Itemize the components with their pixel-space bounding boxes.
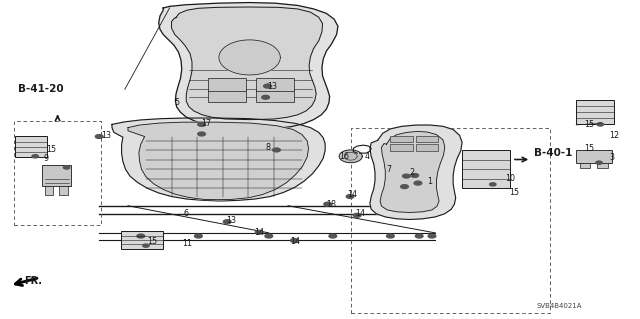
Text: 14: 14 — [355, 209, 365, 218]
Bar — [42, 165, 70, 186]
Bar — [576, 100, 614, 123]
Circle shape — [597, 123, 604, 126]
Circle shape — [198, 132, 205, 136]
Circle shape — [291, 239, 298, 242]
Circle shape — [353, 213, 361, 217]
Text: 15: 15 — [584, 120, 594, 129]
Text: 10: 10 — [506, 174, 516, 183]
Circle shape — [32, 155, 38, 158]
Circle shape — [265, 234, 273, 238]
Text: 2: 2 — [410, 168, 415, 177]
Bar — [59, 186, 68, 195]
Circle shape — [401, 185, 408, 189]
Circle shape — [264, 84, 271, 88]
Circle shape — [137, 234, 145, 238]
Polygon shape — [112, 118, 325, 201]
Text: 15: 15 — [509, 189, 519, 197]
Bar — [256, 78, 294, 91]
Bar — [208, 89, 246, 102]
Circle shape — [143, 244, 149, 247]
Circle shape — [329, 234, 337, 238]
Text: 18: 18 — [326, 200, 337, 209]
Polygon shape — [159, 3, 338, 129]
Polygon shape — [370, 125, 462, 219]
Bar — [416, 144, 438, 151]
Circle shape — [273, 148, 280, 152]
Circle shape — [95, 135, 103, 138]
Text: 11: 11 — [182, 239, 193, 248]
Bar — [45, 186, 54, 195]
Circle shape — [324, 202, 332, 206]
Bar — [463, 150, 511, 188]
Text: 12: 12 — [609, 131, 620, 140]
Circle shape — [414, 181, 422, 185]
Text: 7: 7 — [387, 165, 392, 174]
Circle shape — [428, 234, 436, 238]
Bar — [256, 89, 294, 102]
Text: 16: 16 — [339, 152, 349, 161]
Text: 13: 13 — [268, 82, 278, 91]
Bar — [416, 136, 438, 142]
Circle shape — [387, 234, 394, 238]
Circle shape — [255, 230, 263, 234]
Text: 1: 1 — [428, 177, 433, 186]
Bar — [208, 78, 246, 91]
Polygon shape — [339, 150, 362, 163]
Circle shape — [223, 220, 231, 224]
Circle shape — [63, 166, 70, 169]
Polygon shape — [128, 122, 308, 200]
Text: 15: 15 — [46, 145, 56, 154]
Text: 4: 4 — [365, 152, 370, 161]
Text: 13: 13 — [101, 131, 111, 140]
Polygon shape — [172, 7, 323, 120]
Text: B-40-1: B-40-1 — [534, 148, 573, 158]
Text: SVB4B4021A: SVB4B4021A — [536, 303, 582, 309]
Text: FR.: FR. — [24, 276, 42, 286]
Circle shape — [490, 183, 496, 186]
Circle shape — [411, 174, 419, 177]
Circle shape — [596, 161, 602, 164]
Text: 14: 14 — [254, 228, 264, 237]
Text: 8: 8 — [266, 143, 271, 152]
Text: B-41-20: B-41-20 — [18, 84, 63, 94]
Text: 5: 5 — [174, 98, 179, 107]
Circle shape — [198, 122, 205, 126]
Bar — [598, 163, 608, 168]
Circle shape — [403, 174, 410, 178]
Text: 15: 15 — [147, 237, 157, 246]
Polygon shape — [219, 40, 280, 75]
Text: 14: 14 — [348, 190, 358, 199]
Bar — [390, 136, 413, 142]
Text: 9: 9 — [44, 154, 49, 163]
Bar — [580, 163, 590, 168]
Bar — [15, 137, 47, 157]
Polygon shape — [380, 131, 445, 212]
Text: 3: 3 — [609, 153, 614, 162]
Bar — [577, 150, 612, 163]
Bar — [122, 231, 163, 249]
Text: 14: 14 — [290, 237, 300, 246]
Bar — [390, 144, 413, 151]
Circle shape — [262, 95, 269, 99]
Circle shape — [346, 195, 354, 198]
Text: 17: 17 — [202, 119, 212, 128]
Text: 6: 6 — [184, 209, 189, 218]
Text: 15: 15 — [584, 144, 594, 153]
Text: 13: 13 — [226, 216, 236, 225]
Circle shape — [415, 234, 423, 238]
Circle shape — [195, 234, 202, 238]
